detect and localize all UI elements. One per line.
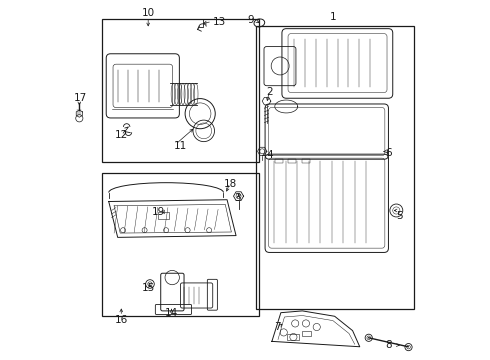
Text: 9: 9 [247,15,254,26]
Text: 19: 19 [152,207,166,217]
Bar [302,330,311,336]
Text: 17: 17 [74,93,87,103]
Text: 16: 16 [115,315,128,325]
Text: 2: 2 [266,87,273,97]
Bar [158,212,169,220]
Text: 5: 5 [396,211,402,221]
Bar [275,159,283,163]
Text: 8: 8 [385,340,392,350]
Text: 4: 4 [266,150,273,160]
Bar [302,159,310,163]
Text: 15: 15 [142,283,155,293]
Text: 12: 12 [115,130,128,140]
Text: 6: 6 [385,148,392,158]
Text: 18: 18 [224,179,237,189]
Text: 1: 1 [330,12,336,22]
Bar [101,19,259,162]
Text: 11: 11 [174,141,187,151]
Bar [101,173,259,316]
Bar [256,26,414,309]
Text: 7: 7 [274,322,281,332]
Bar [287,334,299,339]
Bar [288,159,296,163]
Text: 14: 14 [165,308,178,318]
Text: 10: 10 [142,8,155,18]
Text: 3: 3 [235,193,241,203]
Text: 13: 13 [213,17,226,27]
